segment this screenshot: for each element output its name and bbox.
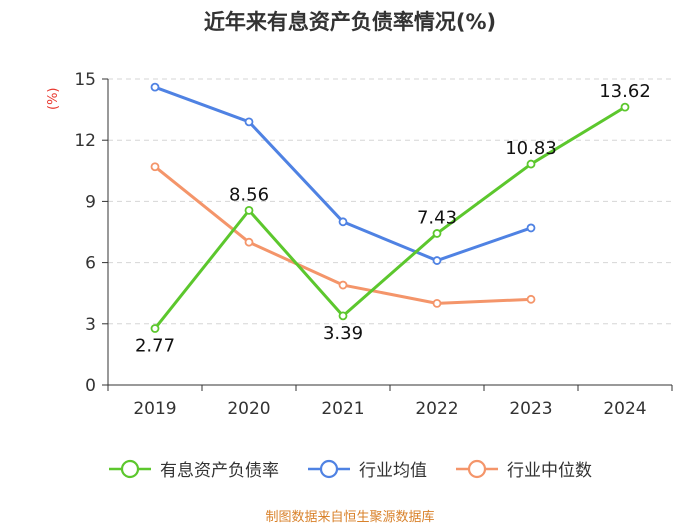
legend-item-1[interactable]: 行业均值 [307,456,427,481]
series-line-0 [153,105,626,330]
chart-title: 近年来有息资产负债率情况(%) [203,10,497,34]
y-tick-label-0: 0 [85,376,96,396]
legend-label-0: 有息资产负债率 [160,461,279,481]
legend-label-2: 行业中位数 [507,461,592,481]
x-tick-label-2024: 2024 [603,399,646,419]
legend-swatch-0 [109,459,151,478]
legend-label-1: 行业均值 [359,461,427,481]
legend-item-2[interactable]: 行业中位数 [455,456,592,481]
legend: 有息资产负债率 行业均值 行业中位数 [0,456,700,481]
x-tick-label-2023: 2023 [509,399,552,419]
data-label-2019: 2.77 [135,335,175,356]
series-2-point-2020 [244,237,254,247]
series-0-point-2021 [338,311,348,321]
y-tick-label-5: 15 [74,70,96,90]
series-2-point-2022 [432,298,442,308]
series-0-point-2020 [244,205,254,215]
data-source-note: 制图数据来自恒生聚源数据库 [265,510,435,525]
data-label-2023: 10.83 [505,138,557,159]
series-1-point-2021 [338,217,348,227]
series-1-point-2022 [432,256,442,265]
legend-swatch-marker-0 [120,459,140,478]
data-label-2021: 3.39 [323,323,363,344]
series-0-point-2024 [620,102,630,112]
data-label-2022: 7.43 [417,207,457,228]
series-2-point-2019 [150,162,160,172]
series-1-point-2019 [150,82,160,92]
series-2-point-2023 [526,294,536,304]
series-0-point-2022 [432,229,442,238]
series-2-point-2021 [338,280,348,290]
x-tick-label-2020: 2020 [227,399,270,419]
series-0-point-2023 [526,159,536,169]
y-tick-label-1: 3 [85,315,96,335]
legend-item-0[interactable]: 有息资产负债率 [108,456,279,481]
series-1-point-2020 [244,117,254,127]
legend-swatch-marker-1 [319,459,339,478]
y-tick-label-2: 6 [85,254,96,274]
data-label-2020: 8.56 [229,184,269,205]
line-chart: 0 3 6 9 12 15 2019 2020 2021 2022 2023 2024 2.77 8.56… [74,70,673,419]
x-tick-label-2022: 2022 [415,399,458,419]
y-tick-label-4: 12 [74,131,96,151]
data-label-2024: 13.62 [599,81,651,102]
y-tick-label-3: 9 [85,192,96,212]
series-0-point-2019 [150,324,160,333]
x-tick-label-2019: 2019 [133,399,176,419]
series-1-point-2023 [526,223,536,233]
legend-swatch-1 [308,459,350,478]
series-line-1 [154,85,532,263]
legend-swatch-marker-2 [467,459,487,478]
legend-swatch-2 [456,459,498,478]
x-tick-label-2021: 2021 [321,399,364,419]
